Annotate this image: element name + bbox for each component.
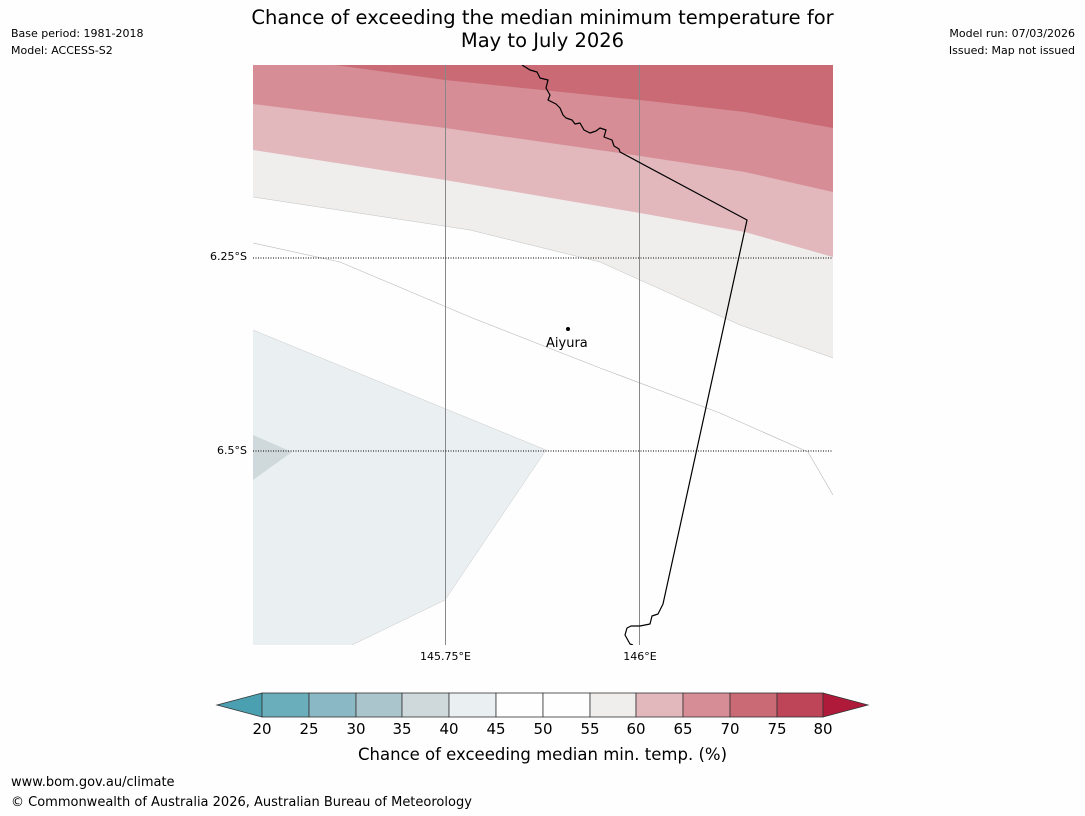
map-title: Chance of exceeding the median minimum t… <box>0 6 1085 52</box>
colorbar-segment-55-60 <box>589 692 637 718</box>
colorbar-segment-lt20 <box>215 692 263 718</box>
colorbar-tick-30: 30 <box>346 720 366 738</box>
colorbar-tick-80: 80 <box>813 720 833 738</box>
colorbar <box>215 692 870 718</box>
colorbar-tick-55: 55 <box>580 720 600 738</box>
contour-line-40 <box>253 329 547 645</box>
colorbar-segment-65-70 <box>682 692 731 718</box>
contour-line-55 <box>253 196 833 359</box>
colorbar-segment-45-50 <box>495 692 544 718</box>
colorbar-tick-70: 70 <box>720 720 740 738</box>
footer-copyright: © Commonwealth of Australia 2026, Austra… <box>11 795 472 810</box>
footer-url: www.bom.gov.au/climate <box>11 775 175 790</box>
colorbar-tick-45: 45 <box>486 720 506 738</box>
colorbar-segment-gt80 <box>822 692 870 718</box>
lon-label-145-75: 145.75°E <box>420 650 471 663</box>
colorbar-tick-35: 35 <box>392 720 412 738</box>
colorbar-tick-25: 25 <box>299 720 319 738</box>
colorbar-segment-60-65 <box>635 692 684 718</box>
base-period-text: Base period: 1981-2018 <box>11 27 144 40</box>
colorbar-label: Chance of exceeding median min. temp. (%… <box>357 745 728 764</box>
model-run-text: Model run: 07/03/2026 <box>949 27 1075 40</box>
map-title-line-2: May to July 2026 <box>460 29 625 52</box>
colorbar-tick-65: 65 <box>673 720 693 738</box>
map-title-line-1: Chance of exceeding the median minimum t… <box>251 6 834 29</box>
contour-line-50 <box>253 242 833 496</box>
colorbar-tick-60: 60 <box>626 720 646 738</box>
lat-label-6-25: 6.25°S <box>210 250 247 263</box>
lat-label-6-5: 6.5°S <box>217 444 247 457</box>
issued-text: Issued: Map not issued <box>948 44 1075 57</box>
colorbar-tick-40: 40 <box>439 720 459 738</box>
colorbar-segment-20-25 <box>261 692 310 718</box>
colorbar-segment-70-75 <box>729 692 778 718</box>
band-70-75 <box>335 65 833 128</box>
colorbar-segment-30-35 <box>355 692 403 718</box>
colorbar-segment-40-45 <box>448 692 497 718</box>
colorbar-tick-50: 50 <box>533 720 553 738</box>
colorbar-tick-20: 20 <box>252 720 272 738</box>
colorbar-segment-50-55 <box>542 692 591 718</box>
model-text: Model: ACCESS-S2 <box>11 44 113 57</box>
band-40-45 <box>253 330 546 645</box>
aiyura-marker <box>566 327 570 331</box>
colorbar-segment-75-80 <box>776 692 824 718</box>
probability-field <box>253 65 833 645</box>
place-label-aiyura: Aiyura <box>546 336 588 351</box>
colorbar-tick-75: 75 <box>767 720 787 738</box>
meta-left: Base period: 1981-2018 Model: ACCESS-S2 <box>11 25 143 59</box>
meta-right: Model run: 07/03/2026 Issued: Map not is… <box>949 25 1075 59</box>
band-35-40 <box>253 435 292 480</box>
colorbar-segment-35-40 <box>401 692 450 718</box>
lon-label-146: 146°E <box>623 650 657 663</box>
colorbar-segment-25-30 <box>308 692 357 718</box>
coastline-border <box>521 65 748 645</box>
